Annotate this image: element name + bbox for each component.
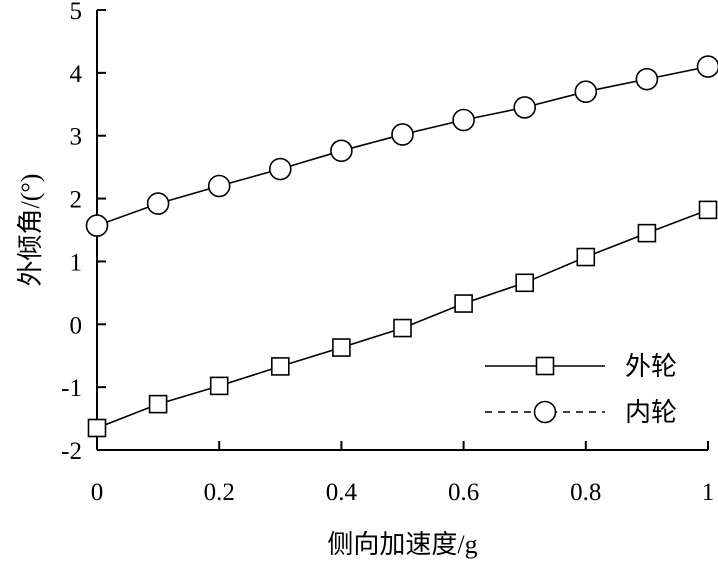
series-2-point-8 (574, 80, 598, 104)
series-2-point-2 (207, 174, 231, 198)
x-tick-label-4: 0.8 (570, 479, 601, 506)
series-1-point-8 (576, 247, 596, 267)
x-tick-label-2: 0.4 (326, 479, 358, 506)
legend-marker-2 (533, 400, 557, 424)
y-tick-label-7: 5 (70, 0, 83, 25)
y-axis-title: 外倾角/(°) (16, 174, 45, 287)
legend-label-2: 内轮 (625, 398, 677, 427)
legend-marker-1 (535, 356, 555, 376)
series-2 (85, 55, 718, 237)
x-tick-label-1: 0.2 (204, 479, 235, 506)
x-tick-label-0: 0 (91, 479, 104, 506)
series-2-point-4 (330, 139, 353, 163)
legend-item-1: 外轮 (485, 352, 677, 381)
y-tick-label-3: 1 (70, 249, 83, 276)
series-1-point-7 (515, 273, 535, 293)
series-1-point-10 (698, 200, 718, 220)
series-2-point-9 (635, 67, 659, 91)
series-2-line (96, 65, 709, 227)
legend-item-2: 内轮 (485, 398, 677, 427)
x-tick-label-3: 0.6 (448, 479, 479, 506)
series-1 (87, 200, 718, 438)
series-1-point-5 (393, 318, 412, 338)
series-2-point-1 (146, 192, 170, 215)
series-1-point-2 (209, 376, 229, 396)
y-tick-label-5: 3 (70, 124, 83, 151)
series-2-point-10 (696, 55, 718, 78)
series-2-point-3 (268, 157, 292, 181)
series-2-point-0 (85, 214, 109, 237)
axes: -2 -1 0 1 2 3 4 5 0 0.2 0.4 0.6 0.8 1 (61, 0, 714, 506)
y-tick-label-4: 2 (70, 187, 83, 214)
series-1-point-6 (454, 294, 473, 313)
series-layer (85, 55, 718, 438)
series-1-point-3 (270, 357, 290, 376)
x-tick-label-5: 1 (702, 479, 715, 506)
series-1-point-1 (148, 394, 168, 414)
y-tick-label-0: -2 (61, 438, 82, 465)
y-tick-label-1: -1 (61, 375, 82, 402)
series-2-point-5 (391, 123, 414, 146)
y-tick-label-2: 0 (70, 312, 83, 339)
series-1-point-9 (637, 223, 657, 243)
x-axis-title: 侧向加速度/g (327, 530, 477, 559)
series-1-point-4 (332, 338, 351, 357)
series-1-point-0 (87, 418, 107, 438)
legend-label-1: 外轮 (625, 352, 677, 381)
series-2-point-7 (513, 96, 537, 119)
series-2-point-6 (452, 108, 475, 132)
y-tick-label-6: 4 (70, 61, 83, 88)
